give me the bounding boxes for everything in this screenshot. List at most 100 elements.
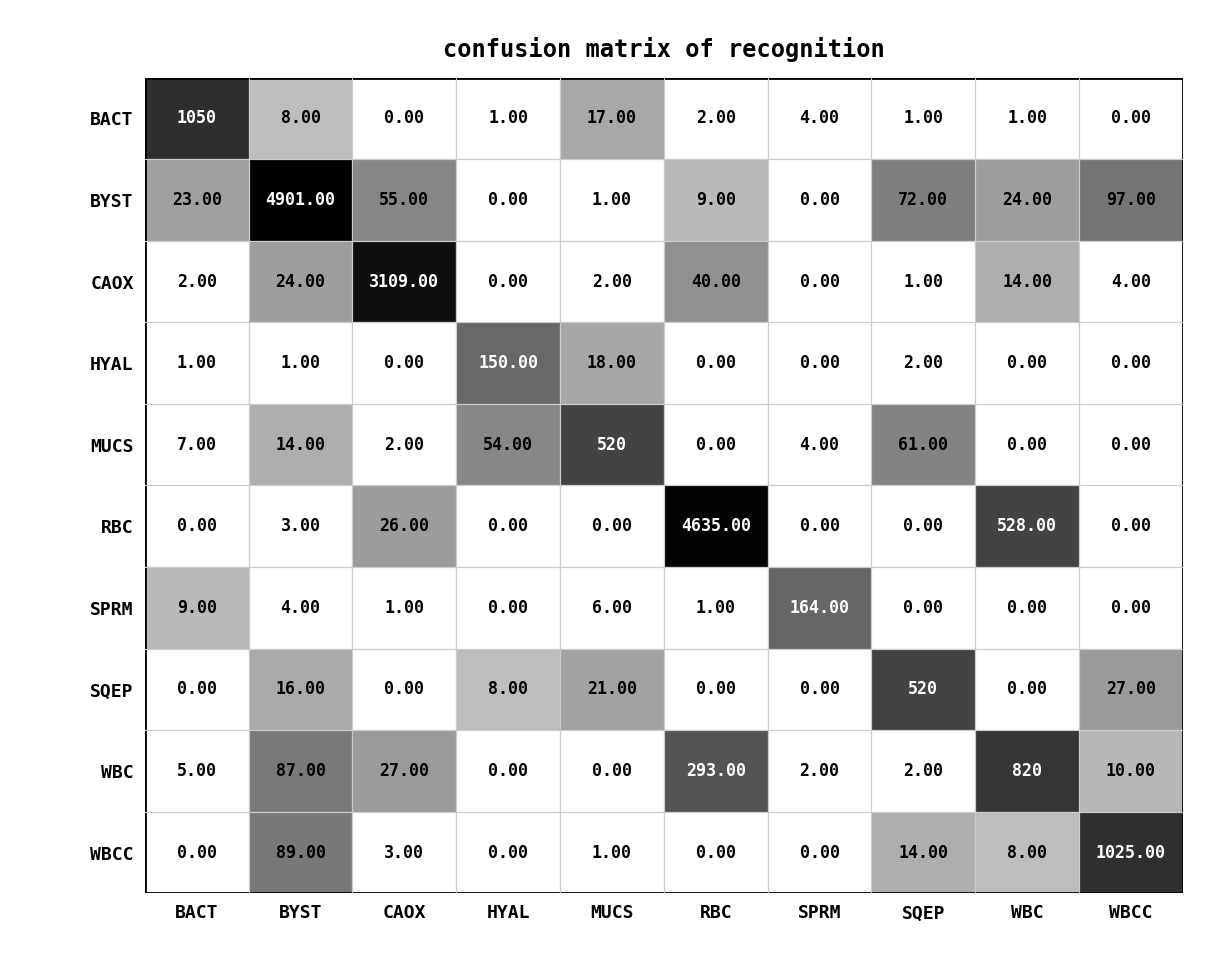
Text: 820: 820	[1013, 762, 1042, 780]
Text: 8.00: 8.00	[1007, 844, 1048, 861]
Text: 0.00: 0.00	[1007, 681, 1048, 698]
Bar	[352, 730, 456, 812]
Text: 0.00: 0.00	[488, 273, 529, 290]
Text: 0.00: 0.00	[903, 518, 944, 535]
Text: 2.00: 2.00	[799, 762, 840, 780]
Text: 0.00: 0.00	[488, 599, 529, 617]
Bar	[1079, 649, 1183, 730]
Text: 2.00: 2.00	[903, 762, 944, 780]
Text: 0.00: 0.00	[1110, 110, 1151, 127]
Bar	[249, 649, 352, 730]
Text: 0.00: 0.00	[695, 354, 736, 372]
Bar	[768, 241, 871, 322]
Text: 0.00: 0.00	[1007, 436, 1048, 453]
Text: 24.00: 24.00	[1002, 191, 1053, 209]
Text: 0.00: 0.00	[591, 762, 632, 780]
Text: 0.00: 0.00	[695, 436, 736, 453]
Bar	[249, 78, 352, 159]
Text: 14.00: 14.00	[898, 844, 949, 861]
Text: 8.00: 8.00	[488, 681, 529, 698]
Bar	[249, 241, 352, 322]
Text: 27.00: 27.00	[1106, 681, 1156, 698]
Bar	[664, 649, 768, 730]
Text: 2.00: 2.00	[591, 273, 632, 290]
Bar	[145, 404, 249, 486]
Text: 21.00: 21.00	[587, 681, 637, 698]
Bar	[249, 730, 352, 812]
Text: 1.00: 1.00	[280, 354, 321, 372]
Bar	[560, 730, 664, 812]
Text: 2.00: 2.00	[903, 354, 944, 372]
Text: 4.00: 4.00	[799, 436, 840, 453]
Bar	[975, 812, 1079, 893]
Bar	[352, 567, 456, 649]
Text: 26.00: 26.00	[379, 518, 430, 535]
Text: 0.00: 0.00	[1007, 354, 1048, 372]
Text: 0.00: 0.00	[799, 518, 840, 535]
Text: 0.00: 0.00	[695, 844, 736, 861]
Bar	[871, 322, 975, 404]
Bar	[560, 78, 664, 159]
Text: 0.00: 0.00	[488, 518, 529, 535]
Bar	[560, 567, 664, 649]
Bar	[664, 322, 768, 404]
Bar	[456, 322, 560, 404]
Text: 1.00: 1.00	[591, 844, 632, 861]
Text: 0.00: 0.00	[488, 844, 529, 861]
Bar	[768, 404, 871, 486]
Bar	[145, 486, 249, 567]
Text: 72.00: 72.00	[898, 191, 949, 209]
Text: 0.00: 0.00	[176, 681, 217, 698]
Text: 4.00: 4.00	[799, 110, 840, 127]
Text: 0.00: 0.00	[903, 599, 944, 617]
Text: 0.00: 0.00	[1007, 599, 1048, 617]
Text: 4.00: 4.00	[280, 599, 321, 617]
Bar	[768, 486, 871, 567]
Bar	[352, 404, 456, 486]
Text: 9.00: 9.00	[695, 191, 736, 209]
Text: 89.00: 89.00	[275, 844, 326, 861]
Bar	[1079, 159, 1183, 241]
Text: 0.00: 0.00	[488, 191, 529, 209]
Text: 0.00: 0.00	[176, 518, 217, 535]
Text: 0.00: 0.00	[1110, 354, 1151, 372]
Bar	[768, 159, 871, 241]
Bar	[1079, 730, 1183, 812]
Bar	[664, 486, 768, 567]
Bar	[975, 241, 1079, 322]
Bar	[975, 404, 1079, 486]
Bar	[352, 486, 456, 567]
Bar	[768, 649, 871, 730]
Text: 6.00: 6.00	[591, 599, 632, 617]
Bar	[768, 78, 871, 159]
Bar	[975, 730, 1079, 812]
Bar	[145, 730, 249, 812]
Bar	[249, 404, 352, 486]
Bar	[1079, 78, 1183, 159]
Text: 1.00: 1.00	[488, 110, 529, 127]
Bar	[871, 404, 975, 486]
Bar	[145, 567, 249, 649]
Text: 27.00: 27.00	[379, 762, 430, 780]
Bar	[871, 159, 975, 241]
Text: 4635.00: 4635.00	[681, 518, 751, 535]
Bar	[352, 241, 456, 322]
Text: 0.00: 0.00	[1110, 436, 1151, 453]
Bar	[871, 649, 975, 730]
Text: 1.00: 1.00	[176, 354, 217, 372]
Text: 1.00: 1.00	[903, 110, 944, 127]
Bar	[768, 730, 871, 812]
Text: 14.00: 14.00	[275, 436, 326, 453]
Bar	[249, 486, 352, 567]
Text: 1.00: 1.00	[903, 273, 944, 290]
Bar	[249, 159, 352, 241]
Text: 3.00: 3.00	[384, 844, 425, 861]
Bar	[456, 486, 560, 567]
Text: 5.00: 5.00	[176, 762, 217, 780]
Text: 18.00: 18.00	[587, 354, 637, 372]
Text: 7.00: 7.00	[176, 436, 217, 453]
Bar	[871, 812, 975, 893]
Bar	[1079, 486, 1183, 567]
Bar	[560, 322, 664, 404]
Text: 1050: 1050	[176, 110, 217, 127]
